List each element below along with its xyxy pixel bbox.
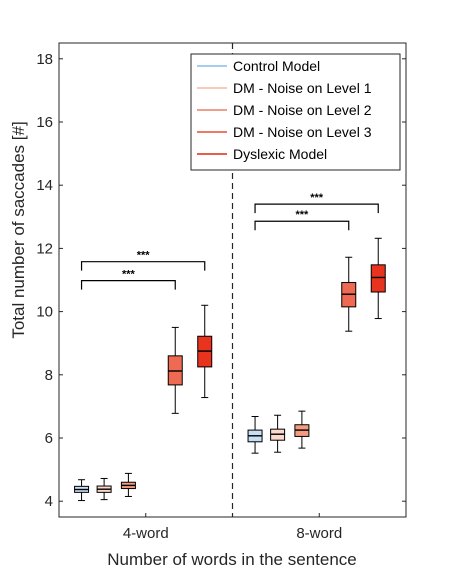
axis-ticks: 4 6 8 10 12 14 16 18 4-word 8-word (36, 51, 406, 542)
y-tick-label: 16 (36, 114, 53, 131)
plot-frame (58, 42, 407, 518)
box-8-word-2 (270, 414, 286, 453)
box-8-word-5 (370, 237, 386, 320)
legend-label: DM - Noise on Level 1 (233, 80, 372, 96)
legend: Control Model DM - Noise on Level 1 DM - N… (190, 53, 401, 171)
box-4-word-2 (96, 477, 112, 501)
y-tick-label: 12 (36, 240, 53, 257)
legend-label: Control Model (233, 58, 320, 74)
y-axis-label: Total number of saccades [#] (9, 121, 28, 338)
legend-label: DM - Noise on Level 2 (233, 102, 372, 118)
box-4-word-4 (167, 326, 183, 414)
legend-item: DM - Noise on Level 1 (197, 80, 372, 96)
significance-bracket (80, 261, 206, 271)
y-tick-label: 6 (45, 430, 53, 447)
y-tick-label: 8 (45, 367, 53, 384)
significance-label: *** (310, 192, 324, 204)
significance-label: *** (137, 250, 151, 262)
box-body (370, 264, 386, 293)
box-4-word-1 (74, 479, 90, 502)
significance-label: *** (122, 269, 136, 281)
box-4-word-5 (197, 304, 213, 399)
significance-label: *** (295, 209, 309, 221)
box-4-word-3 (120, 472, 136, 497)
y-tick-label: 18 (36, 51, 53, 68)
significance-bracket (254, 220, 350, 231)
legend-box (190, 53, 401, 171)
legend-item: DM - Noise on Level 2 (197, 102, 372, 118)
x-tick-label: 8-word (296, 525, 342, 542)
legend-item: DM - Noise on Level 3 (197, 124, 372, 140)
y-tick-label: 4 (45, 493, 53, 510)
box-layer (74, 237, 386, 502)
legend-item: Control Model (197, 58, 320, 74)
legend-item: Dyslexic Model (197, 146, 327, 162)
significance-layer: ************ (80, 192, 379, 290)
legend-label: DM - Noise on Level 3 (233, 124, 372, 140)
y-tick-label: 14 (36, 177, 53, 194)
y-tick-label: 10 (36, 304, 53, 321)
box-8-word-1 (247, 416, 263, 454)
box-8-word-3 (294, 410, 310, 449)
x-tick-label: 4-word (123, 525, 169, 542)
significance-bracket (80, 280, 176, 290)
x-axis-label: Number of words in the sentence (107, 550, 356, 569)
legend-label: Dyslexic Model (233, 146, 327, 162)
significance-bracket (254, 203, 379, 214)
box-8-word-4 (341, 256, 357, 332)
